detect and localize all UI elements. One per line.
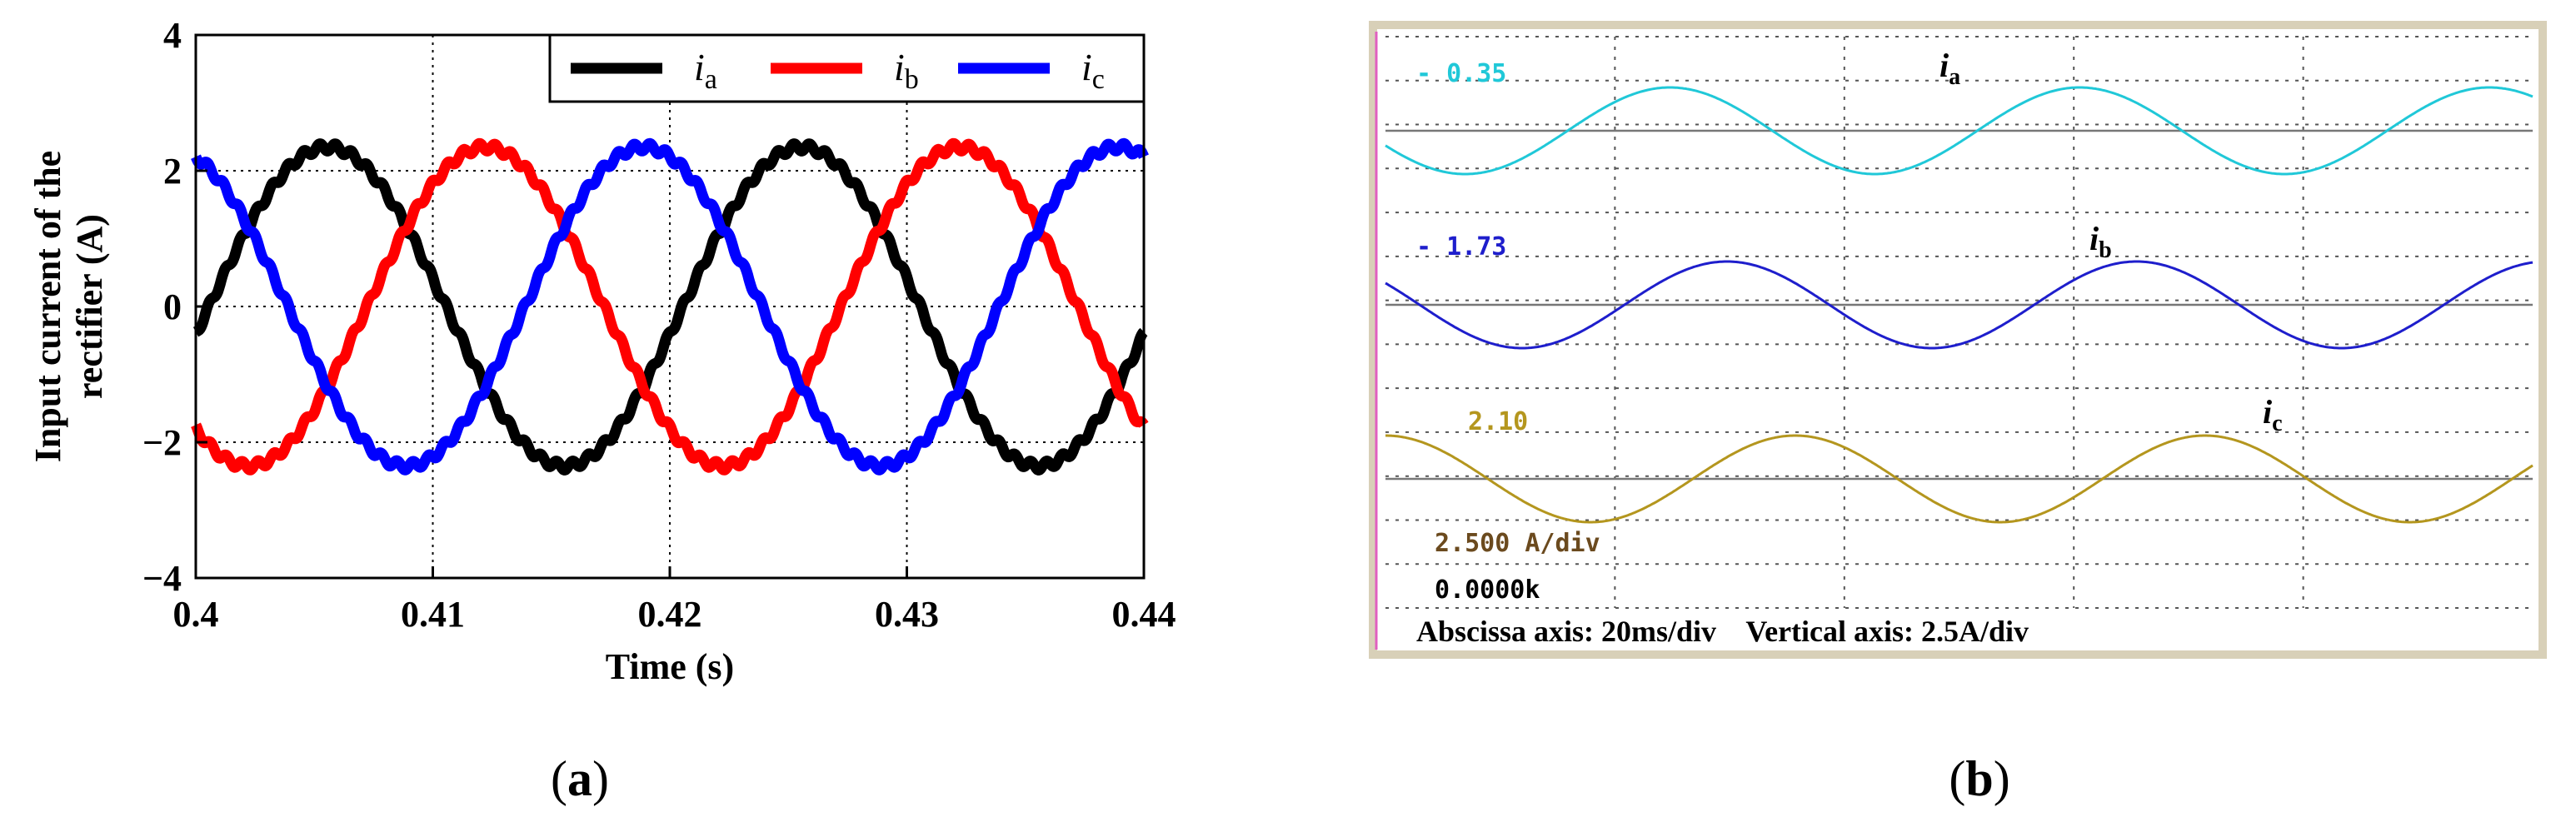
scope-frame xyxy=(1369,21,2547,659)
y-axis-label-line-1: Input current of the xyxy=(27,151,68,462)
y-tick-label: 0 xyxy=(163,286,182,327)
panel-a-grid xyxy=(196,35,1144,578)
x-tick-label: 0.41 xyxy=(401,594,465,635)
scope-trace-ic xyxy=(1385,434,2534,524)
panel-a-chart: 0.4 0.41 0.42 0.43 0.44 4 2 0 −2 −4 ia ib ic Time (… xyxy=(27,15,1176,687)
trace-b-readout: - 1.73 xyxy=(1416,232,1506,262)
scope-trace-label-ic: ic xyxy=(2263,393,2283,436)
trace-a-readout: - 0.35 xyxy=(1416,59,1506,88)
y-tick-label: −4 xyxy=(142,558,182,599)
x-tick-label: 0.43 xyxy=(875,594,939,635)
x-axis-label: Time (s) xyxy=(606,646,734,687)
x-tick-label: 0.4 xyxy=(173,594,219,635)
legend-label-ic: ic xyxy=(1081,46,1105,95)
panel-label-b: (b) xyxy=(1949,751,2009,806)
panel-a-series xyxy=(191,137,1149,476)
legend-label-ia: ia xyxy=(694,46,717,95)
series-line-ia xyxy=(191,138,1149,476)
scope-footer-text: Abscissa axis: 20ms/div Vertical axis: 2… xyxy=(1416,615,2029,648)
series-line-ib xyxy=(191,137,1149,476)
scope-trace-ia xyxy=(1385,86,2534,176)
y-tick-label: 2 xyxy=(163,151,182,192)
series-line-ic xyxy=(191,137,1149,476)
x-tick-label: 0.44 xyxy=(1112,594,1176,635)
legend-label-ib: ib xyxy=(894,46,919,95)
scope-traces xyxy=(1385,86,2534,524)
scope-trace-label-ia: ia xyxy=(1939,47,1960,90)
panel-a-ticks: 0.4 0.41 0.42 0.43 0.44 4 2 0 −2 −4 xyxy=(142,15,1176,635)
x-tick-label: 0.42 xyxy=(638,594,702,635)
panel-label-a: (a) xyxy=(551,751,609,806)
scope-trace-ib xyxy=(1385,260,2534,350)
y-tick-label: −2 xyxy=(142,422,182,463)
panel-label-a-letter: a xyxy=(567,751,592,806)
scope-scale-text: 2.500 A/div xyxy=(1435,529,1600,558)
panel-a-legend: ia ib ic xyxy=(548,33,1146,103)
scope-time-text: 0.0000k xyxy=(1435,575,1540,605)
trace-c-readout: 2.10 xyxy=(1468,407,1528,436)
panel-b-scope: - 0.35 - 1.73 2.10 ia ib ic 2.500 A/div 0.… xyxy=(1369,21,2547,659)
scope-grid xyxy=(1385,36,2533,609)
y-axis-label-line-2: rectifier (A) xyxy=(69,214,110,399)
panel-label-b-letter: b xyxy=(1965,751,1993,806)
y-tick-label: 4 xyxy=(163,15,182,56)
scope-trace-label-ib: ib xyxy=(2089,220,2112,263)
